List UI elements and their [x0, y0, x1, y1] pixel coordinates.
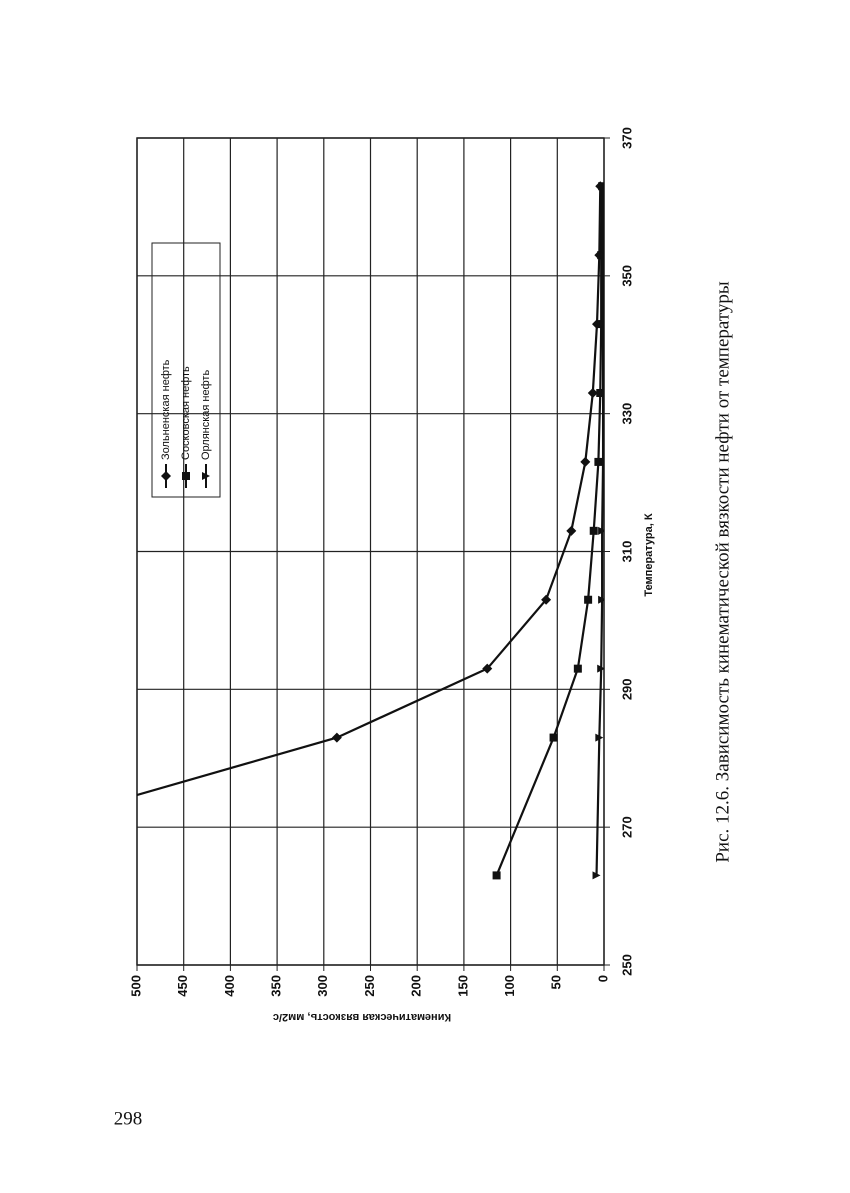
marker: [482, 663, 493, 674]
x-tick-label: 330: [619, 403, 634, 425]
marker: [592, 871, 601, 880]
y-tick-label: 500: [128, 975, 143, 997]
caption: Рис. 12.6. Зависимость кинематической вя…: [712, 281, 733, 863]
y-tick-label: 250: [362, 975, 377, 997]
marker: [182, 472, 190, 480]
legend: [151, 242, 221, 498]
marker: [202, 472, 210, 480]
marker: [492, 871, 501, 880]
page-number: 298: [114, 1108, 143, 1129]
y-tick-label: 200: [409, 975, 424, 997]
marker: [573, 664, 582, 673]
series-line: [595, 186, 604, 876]
marker: [598, 526, 604, 535]
legend-label: Орлянская нефть: [200, 370, 212, 460]
legend-label: Зольненская нефть: [160, 359, 172, 460]
y-tick-label: 450: [175, 975, 190, 997]
marker: [161, 471, 171, 481]
x-tick-label: 350: [619, 265, 634, 287]
marker: [549, 733, 558, 742]
marker: [580, 456, 591, 467]
marker: [541, 594, 552, 605]
marker: [587, 387, 598, 398]
marker: [599, 457, 604, 466]
marker: [599, 251, 604, 260]
x-tick-label: 250: [619, 954, 634, 976]
y-tick-label: 350: [269, 975, 284, 997]
x-tick-label: 270: [619, 816, 634, 838]
marker: [599, 388, 604, 397]
marker: [597, 664, 604, 673]
marker: [331, 732, 342, 743]
plot-area: [137, 181, 604, 880]
x-axis-label: Температура, К: [643, 513, 655, 596]
marker: [594, 457, 603, 466]
y-tick-label: 400: [222, 975, 237, 997]
y-tick-label: 100: [502, 975, 517, 997]
marker: [598, 595, 604, 604]
y-tick-label: 150: [455, 975, 470, 997]
series-line: [495, 186, 604, 876]
marker: [599, 320, 604, 329]
x-tick-label: 370: [619, 127, 634, 149]
x-tick-label: 310: [619, 541, 634, 563]
marker: [589, 526, 598, 535]
legend-label: Сосковская нефть: [180, 366, 192, 460]
y-tick-label: 300: [315, 975, 330, 997]
series-line: [137, 186, 602, 797]
marker: [599, 182, 604, 191]
marker: [566, 525, 577, 536]
marker: [584, 595, 593, 604]
y-tick-label: 0: [595, 975, 610, 982]
y-tick-label: 50: [549, 975, 564, 989]
x-tick-label: 290: [619, 678, 634, 700]
marker: [595, 733, 604, 742]
y-axis-label: Кинематическая вязкость, мм2/с: [273, 1011, 451, 1023]
